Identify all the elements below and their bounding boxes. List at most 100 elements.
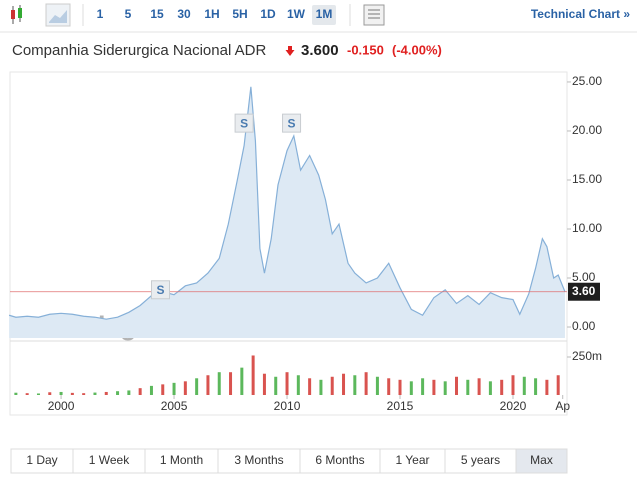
volume-bar bbox=[14, 392, 18, 395]
range-button-bg[interactable] bbox=[72, 448, 146, 474]
instrument-name: Companhia Siderurgica Nacional ADR bbox=[12, 42, 266, 59]
x-tick-label: Ap bbox=[555, 399, 570, 413]
volume-bar bbox=[308, 378, 312, 395]
volume-bar bbox=[127, 390, 131, 395]
volume-bar bbox=[251, 355, 255, 395]
volume-bar bbox=[500, 379, 504, 395]
volume-bar bbox=[104, 391, 108, 395]
volume-bar bbox=[387, 378, 391, 395]
volume-bar bbox=[262, 373, 266, 395]
volume-bar bbox=[59, 391, 63, 395]
price-line bbox=[8, 86, 566, 320]
current-price-box bbox=[568, 282, 600, 301]
interval-button[interactable]: 1W bbox=[287, 7, 306, 21]
volume-bar bbox=[25, 393, 29, 395]
volume-bar bbox=[488, 381, 492, 395]
y-tick-label: 5.00 bbox=[572, 270, 596, 284]
y-tick-label: 15.00 bbox=[572, 172, 602, 186]
interval-button[interactable]: 5H bbox=[232, 7, 247, 21]
table-icon[interactable] bbox=[363, 4, 385, 26]
signal-label: S bbox=[156, 283, 164, 297]
range-button-bg[interactable] bbox=[444, 448, 517, 474]
interval-button[interactable]: 1 bbox=[97, 7, 104, 21]
range-button[interactable]: 5 years bbox=[461, 453, 500, 467]
volume-bar bbox=[477, 378, 481, 395]
volume-bar bbox=[183, 381, 187, 395]
volume-bar bbox=[161, 384, 165, 395]
last-price: 3.600 bbox=[301, 42, 339, 59]
volume-bar bbox=[511, 375, 515, 395]
price-change: -0.150 bbox=[347, 42, 384, 57]
volume-bar bbox=[229, 372, 233, 395]
range-button-bg[interactable] bbox=[515, 448, 568, 474]
interval-button[interactable]: 1H bbox=[204, 7, 219, 21]
volume-bar bbox=[319, 379, 323, 395]
volume-tick-label: 250m bbox=[572, 349, 602, 363]
x-tick-label: 2000 bbox=[48, 399, 75, 413]
range-button[interactable]: 1 Year bbox=[395, 453, 429, 467]
volume-bar bbox=[409, 381, 413, 395]
volume-bar bbox=[206, 375, 210, 395]
volume-bar bbox=[534, 378, 538, 395]
volume-bar bbox=[545, 379, 549, 395]
range-button-bg[interactable] bbox=[217, 448, 301, 474]
volume-bar bbox=[398, 379, 402, 395]
volume-bar bbox=[353, 375, 357, 395]
volume-bar bbox=[466, 379, 470, 395]
x-tick-label: 2005 bbox=[161, 399, 188, 413]
signal-label: S bbox=[240, 116, 248, 130]
volume-bar bbox=[421, 378, 425, 395]
volume-bar bbox=[432, 379, 436, 395]
interval-button[interactable]: 5 bbox=[125, 7, 132, 21]
volume-bar bbox=[240, 367, 244, 395]
volume-bar bbox=[375, 376, 379, 395]
volume-bar bbox=[342, 373, 346, 395]
x-tick-label: 2020 bbox=[500, 399, 527, 413]
volume-bar bbox=[455, 376, 459, 395]
range-button[interactable]: Max bbox=[530, 453, 553, 467]
range-button[interactable]: 1 Day bbox=[26, 453, 57, 467]
volume-bar bbox=[48, 392, 52, 395]
volume-bar bbox=[195, 378, 199, 395]
candle-icon[interactable] bbox=[11, 5, 22, 24]
y-tick-label: 20.00 bbox=[572, 123, 602, 137]
volume-bar bbox=[556, 375, 560, 395]
volume-bar bbox=[36, 393, 40, 395]
signal-marker[interactable] bbox=[282, 113, 302, 133]
y-tick-label: 10.00 bbox=[572, 221, 602, 235]
range-button[interactable]: 1 Week bbox=[89, 453, 130, 467]
range-button[interactable]: 6 Months bbox=[315, 453, 364, 467]
range-button-bg[interactable] bbox=[10, 448, 74, 474]
interval-button[interactable]: 30 bbox=[177, 7, 191, 21]
volume-bar bbox=[522, 376, 526, 395]
interval-button[interactable]: 1M bbox=[316, 7, 333, 21]
volume-bar bbox=[274, 376, 278, 395]
y-tick-label: 0.00 bbox=[572, 319, 596, 333]
y-tick-label: 25.00 bbox=[572, 74, 602, 88]
current-price-label: 3.60 bbox=[572, 284, 596, 298]
volume-bar bbox=[364, 372, 368, 395]
interval-button[interactable]: 1D bbox=[260, 7, 276, 21]
technical-chart-link[interactable]: Technical Chart » bbox=[531, 7, 630, 21]
interval-selected-bg bbox=[312, 5, 336, 25]
chart-frame bbox=[9, 71, 568, 416]
x-tick-label: 2015 bbox=[387, 399, 414, 413]
volume-bar bbox=[443, 381, 447, 395]
range-button-bg[interactable] bbox=[144, 448, 219, 474]
area-icon[interactable] bbox=[45, 3, 71, 27]
signal-marker[interactable] bbox=[150, 280, 170, 300]
range-button[interactable]: 1 Month bbox=[160, 453, 203, 467]
volume-bar bbox=[70, 392, 74, 395]
range-button[interactable]: 3 Months bbox=[234, 453, 283, 467]
volume-bar bbox=[296, 375, 300, 395]
volume-bar bbox=[116, 391, 120, 395]
signal-marker[interactable] bbox=[234, 113, 254, 133]
area-fill bbox=[9, 86, 565, 338]
x-tick-label: 2010 bbox=[274, 399, 301, 413]
range-button-bg[interactable] bbox=[299, 448, 381, 474]
interval-button[interactable]: 15 bbox=[150, 7, 164, 21]
volume-bar bbox=[93, 392, 97, 395]
range-button-bg[interactable] bbox=[379, 448, 446, 474]
signal-label: S bbox=[288, 116, 296, 130]
